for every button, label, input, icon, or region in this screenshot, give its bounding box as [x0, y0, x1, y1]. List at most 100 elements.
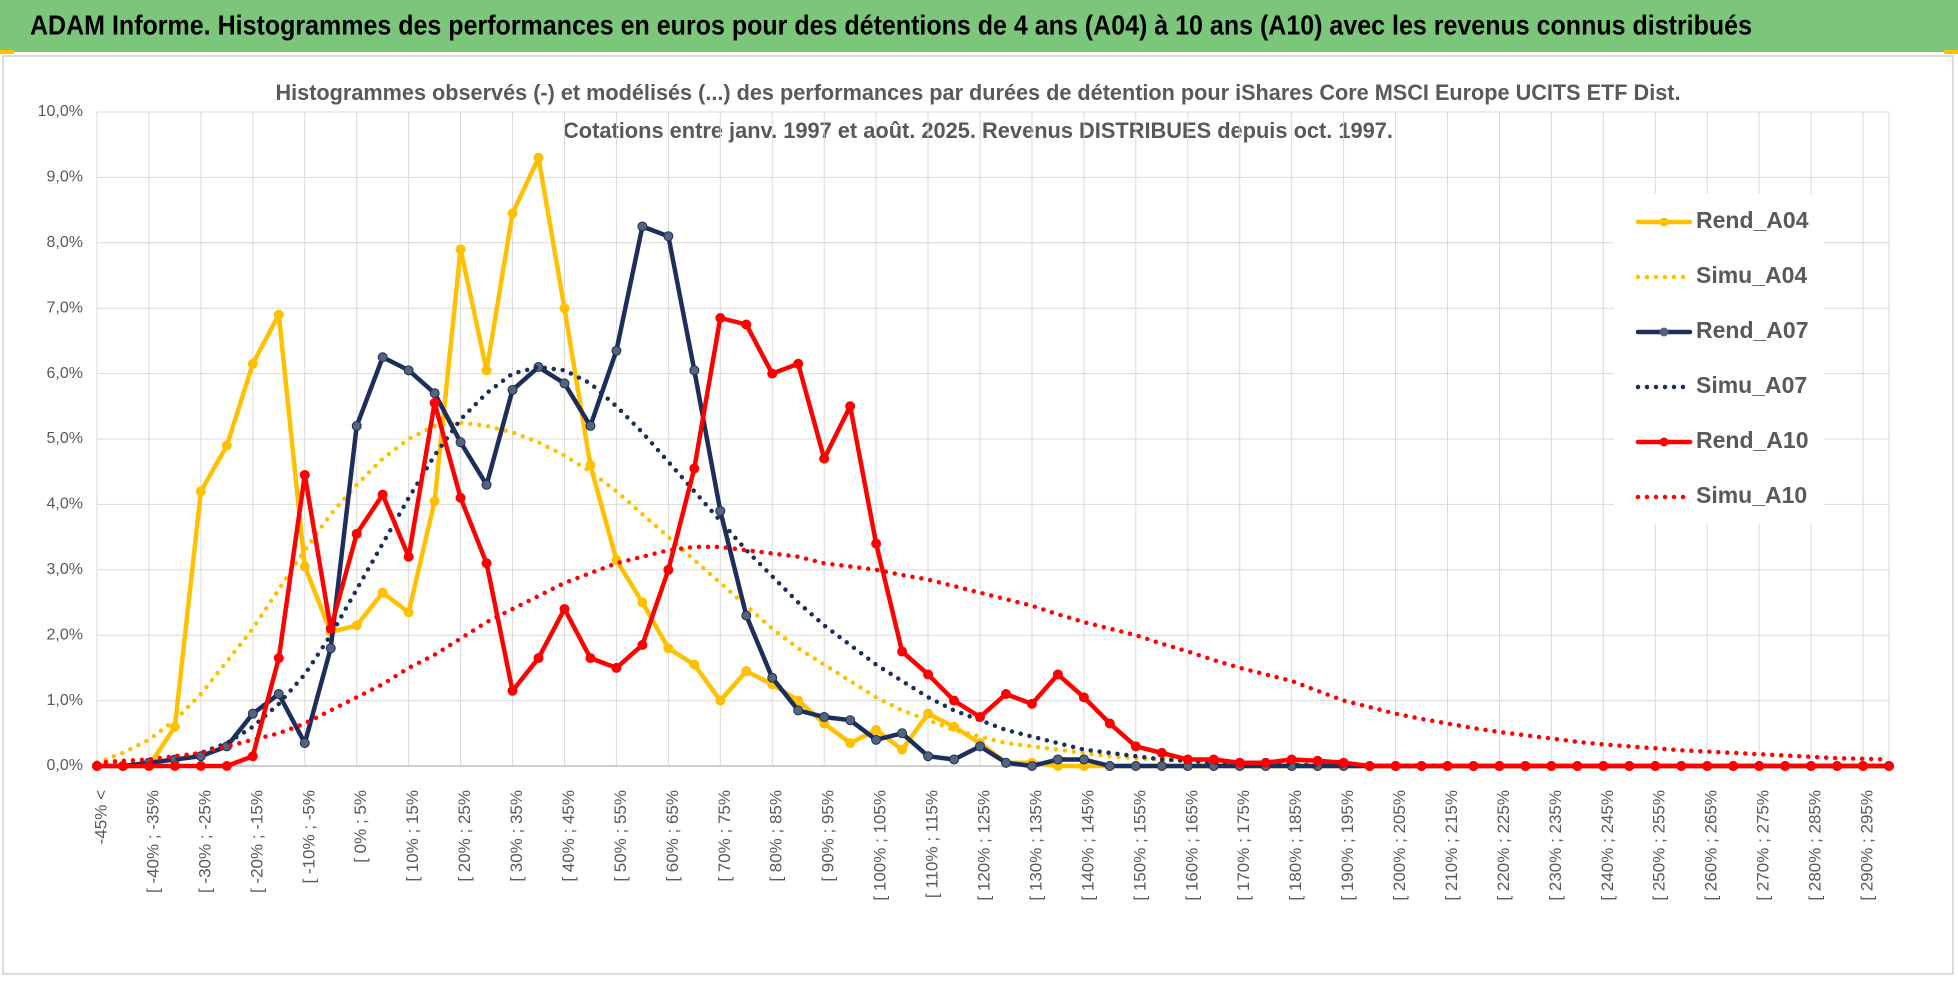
point-marker	[1832, 761, 1843, 771]
point-marker	[1702, 761, 1713, 771]
point-marker	[325, 623, 336, 634]
corner-mark	[1944, 50, 1958, 54]
point-marker	[533, 152, 544, 163]
point-marker	[455, 492, 466, 503]
point-marker	[689, 463, 700, 474]
chart-frame	[2, 55, 1954, 975]
point-marker	[429, 398, 440, 409]
point-marker	[559, 378, 570, 389]
point-marker	[403, 365, 414, 376]
point-marker	[1624, 761, 1635, 771]
point-marker	[221, 761, 232, 771]
point-marker	[351, 620, 362, 631]
point-marker	[1052, 754, 1063, 765]
point-marker	[949, 754, 960, 765]
x-tick-label: [ 110% ; 115%	[923, 790, 942, 898]
point-marker	[1156, 747, 1167, 758]
point-marker	[1234, 757, 1245, 768]
point-marker	[1858, 761, 1869, 771]
point-marker	[1026, 698, 1037, 709]
point-marker	[741, 666, 752, 677]
point-marker	[481, 365, 492, 376]
point-marker	[377, 489, 388, 500]
point-marker	[1338, 757, 1349, 768]
legend-label: Rend_A04	[1696, 207, 1809, 233]
point-marker	[1728, 761, 1739, 771]
point-marker	[1780, 761, 1791, 771]
model-line	[94, 544, 1892, 765]
point-marker	[1182, 754, 1193, 765]
point-marker	[637, 221, 648, 232]
x-tick-label: [ 220% ; 225%	[1494, 790, 1513, 901]
point-marker	[429, 496, 440, 507]
point-marker	[455, 244, 466, 255]
y-tick-label: 0,0%	[47, 757, 83, 774]
point-marker	[1754, 761, 1765, 771]
point-marker	[481, 479, 492, 490]
point-marker	[923, 751, 934, 762]
x-tick-label: [ 180% ; 185%	[1286, 790, 1305, 901]
point-marker	[507, 685, 518, 696]
y-tick-label: 5,0%	[47, 430, 83, 447]
x-tick-label: [ 40% ; 45%	[559, 790, 578, 882]
point-marker	[1572, 761, 1583, 771]
point-marker	[533, 653, 544, 664]
point-marker	[507, 208, 518, 219]
point-marker	[429, 388, 440, 399]
y-tick-label: 4,0%	[47, 496, 83, 513]
point-marker	[1000, 757, 1011, 768]
point-marker	[585, 653, 596, 664]
point-marker	[611, 345, 622, 356]
x-tick-label: [ -30% ; -25%	[195, 790, 214, 893]
point-marker	[793, 705, 804, 716]
point-marker	[871, 725, 882, 736]
corner-mark	[0, 50, 14, 54]
x-tick-label: [ 160% ; 165%	[1182, 790, 1201, 901]
legend-marker	[1659, 327, 1669, 337]
x-tick-label: [ 210% ; 215%	[1442, 790, 1461, 901]
point-marker	[1806, 761, 1817, 771]
point-marker	[637, 597, 648, 608]
x-tick-label: [ 280% ; 285%	[1806, 790, 1825, 901]
point-marker	[1078, 754, 1089, 765]
point-marker	[897, 728, 908, 739]
x-tick-label: [ 170% ; 175%	[1234, 790, 1253, 901]
point-marker	[403, 551, 414, 562]
y-tick-label: 6,0%	[47, 365, 83, 382]
x-tick-label: [ 130% ; 135%	[1026, 790, 1045, 901]
point-marker	[117, 761, 128, 771]
page-title: ADAM Informe. Histogrammes des performan…	[30, 9, 1752, 40]
point-marker	[1000, 689, 1011, 700]
point-marker	[611, 662, 622, 673]
x-tick-label: [ 260% ; 265%	[1702, 790, 1721, 901]
point-marker	[923, 669, 934, 680]
point-marker	[923, 708, 934, 719]
point-marker	[221, 440, 232, 451]
point-marker	[1884, 761, 1894, 771]
point-marker	[663, 231, 674, 242]
x-tick-label: [ 10% ; 15%	[403, 790, 422, 882]
x-tick-label: [ 230% ; 235%	[1546, 790, 1565, 901]
legend-label: Simu_A07	[1696, 372, 1807, 398]
point-marker	[169, 721, 180, 732]
point-marker	[559, 604, 570, 615]
point-marker	[819, 453, 830, 464]
point-marker	[767, 672, 778, 683]
point-marker	[689, 659, 700, 670]
point-marker	[1260, 757, 1271, 768]
point-marker	[1208, 754, 1219, 765]
legend-marker	[1659, 437, 1669, 447]
point-marker	[455, 437, 466, 448]
point-marker	[273, 653, 284, 664]
point-marker	[975, 741, 986, 752]
x-tick-label: [ 20% ; 25%	[455, 790, 474, 882]
point-marker	[195, 486, 206, 497]
point-marker	[663, 564, 674, 575]
point-marker	[949, 695, 960, 706]
x-tick-label: [ 120% ; 125%	[974, 790, 993, 901]
x-tick-label: -45% <	[91, 790, 110, 844]
y-tick-label: 7,0%	[47, 299, 83, 316]
point-marker	[715, 313, 726, 324]
legend-label: Rend_A07	[1696, 317, 1808, 343]
x-tick-label: [ 80% ; 85%	[767, 790, 786, 882]
